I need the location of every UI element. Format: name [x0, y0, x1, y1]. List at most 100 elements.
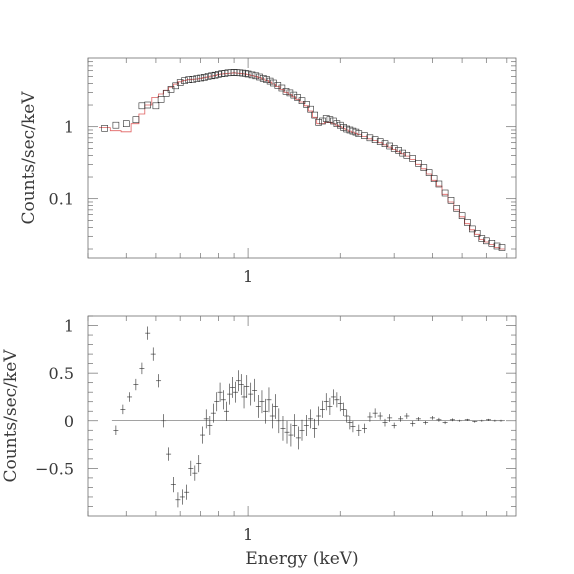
- residual-point: [238, 374, 244, 396]
- residual-point: [486, 418, 492, 421]
- residual-point: [330, 389, 336, 405]
- residual-point: [456, 419, 462, 422]
- residual-point: [161, 414, 167, 428]
- residual-point: [449, 418, 455, 422]
- top-y-axis-label: Counts/sec/keV: [19, 91, 39, 225]
- data-point: [270, 79, 277, 87]
- residual-point: [347, 416, 353, 430]
- data-point: [274, 82, 282, 89]
- residual-point: [266, 387, 272, 413]
- residual-point: [255, 395, 261, 418]
- residual-point: [479, 419, 485, 422]
- residual-point: [235, 370, 241, 392]
- data-point: [298, 97, 306, 104]
- residual-point: [139, 362, 145, 375]
- y-tick-label: 1: [64, 317, 74, 336]
- residual-point: [214, 392, 220, 412]
- x-axis-label: Energy (keV): [245, 549, 358, 569]
- residual-point: [192, 465, 198, 481]
- data-point: [322, 115, 330, 122]
- data-point: [303, 101, 310, 108]
- data-point: [197, 74, 204, 82]
- data-point: [447, 197, 455, 204]
- residual-point: [166, 447, 172, 461]
- data-point: [123, 120, 130, 127]
- data-point: [453, 205, 461, 212]
- residual-point: [472, 420, 478, 423]
- data-point: [256, 73, 263, 81]
- bottom-plot-frame: [87, 315, 517, 517]
- top-data-points: [101, 69, 506, 251]
- residual-point: [273, 394, 279, 419]
- data-point: [415, 160, 422, 167]
- residual-points: [113, 326, 504, 508]
- residual-point: [308, 409, 314, 429]
- residual-point: [276, 408, 282, 434]
- data-point: [201, 74, 208, 81]
- residual-point: [113, 425, 119, 436]
- residual-point: [179, 489, 185, 505]
- data-point: [248, 71, 256, 79]
- data-point: [204, 73, 212, 80]
- data-point: [488, 240, 496, 247]
- data-point: [376, 138, 384, 145]
- residual-point: [350, 420, 356, 433]
- residual-point: [284, 420, 290, 444]
- residual-point: [280, 416, 286, 441]
- data-point: [361, 132, 368, 139]
- residual-point: [292, 414, 298, 437]
- residual-point: [319, 400, 325, 418]
- data-point: [390, 145, 398, 152]
- residual-point: [203, 409, 209, 429]
- data-point: [290, 91, 298, 99]
- residual-point: [361, 423, 367, 434]
- data-point: [435, 180, 443, 188]
- residual-point: [334, 392, 340, 408]
- residual-point: [156, 374, 162, 388]
- residual-point: [133, 378, 139, 391]
- residual-point: [175, 492, 181, 508]
- top-model-curve: [99, 72, 505, 250]
- residual-point: [127, 392, 133, 402]
- residual-point: [327, 397, 333, 416]
- residual-point: [223, 401, 229, 421]
- residual-point: [170, 476, 176, 493]
- residual-point: [244, 375, 250, 398]
- y-tick-label: −0.5: [35, 459, 74, 478]
- data-point: [326, 116, 334, 123]
- residual-point: [259, 390, 265, 414]
- data-point: [189, 76, 197, 83]
- residual-point: [391, 422, 397, 429]
- residual-point: [220, 390, 226, 410]
- data-point: [381, 140, 389, 147]
- residual-point: [200, 426, 206, 444]
- residual-point: [248, 382, 254, 406]
- residual-point: [184, 484, 190, 500]
- residual-point: [145, 326, 151, 340]
- residual-point: [316, 406, 322, 426]
- data-point: [478, 235, 486, 242]
- residual-point: [464, 418, 470, 421]
- data-point: [215, 71, 222, 78]
- residual-point: [492, 419, 498, 422]
- top-tick-labels: 110.1: [49, 118, 254, 286]
- residual-point: [299, 419, 305, 441]
- data-point: [430, 175, 438, 182]
- data-point: [193, 75, 201, 82]
- model-step-line: [99, 72, 505, 250]
- y-tick-label: 0.5: [49, 364, 74, 383]
- data-point: [498, 244, 506, 251]
- x-tick-label: 1: [243, 525, 253, 544]
- residual-point: [312, 418, 318, 438]
- data-point: [176, 79, 184, 86]
- data-point: [278, 84, 286, 92]
- residual-point: [288, 423, 294, 447]
- residual-point: [372, 408, 378, 418]
- data-point: [468, 225, 476, 233]
- data-point: [157, 96, 165, 103]
- data-point: [162, 90, 170, 97]
- data-point: [319, 117, 326, 125]
- residual-point: [341, 402, 347, 416]
- data-point: [425, 169, 433, 176]
